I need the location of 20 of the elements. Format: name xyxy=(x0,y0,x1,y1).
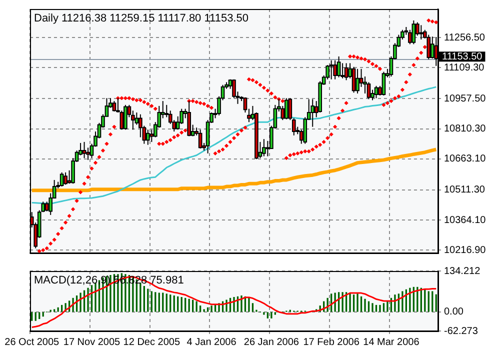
y-tick-label: 10364.10 xyxy=(444,214,486,226)
y-tick-label: 134.212 xyxy=(444,266,481,277)
y-tick-label: 11109.30 xyxy=(444,62,485,74)
chart-title: Daily 11216.38 11259.15 11117.80 11153.50 xyxy=(34,12,248,25)
y-tick-label: 11256.50 xyxy=(444,32,486,44)
x-tick-label: 14 Mar 2006 xyxy=(363,336,420,348)
x-tick-label: 12 Dec 2005 xyxy=(123,336,180,348)
y-tick-label: 10810.30 xyxy=(444,124,486,135)
x-tick-label: 26 Jan 2006 xyxy=(244,336,300,348)
x-tick-label: 4 Jan 2006 xyxy=(186,336,237,348)
y-tick-label: 10663.10 xyxy=(444,154,486,165)
y-tick-label: 10957.50 xyxy=(444,93,486,104)
y-tick-label: -62.273 xyxy=(444,326,478,337)
y-tick-label: 10216.90 xyxy=(444,244,486,256)
y-tick-label: 0.00 xyxy=(444,306,464,318)
x-tick-label: 26 Oct 2005 xyxy=(4,336,60,348)
y-tick-label: 10511.30 xyxy=(444,184,486,196)
x-tick-label: 17 Feb 2006 xyxy=(303,336,360,348)
ref-line-label: 11153.50 xyxy=(442,51,483,62)
x-tick-label: 17 Nov 2005 xyxy=(63,336,121,348)
